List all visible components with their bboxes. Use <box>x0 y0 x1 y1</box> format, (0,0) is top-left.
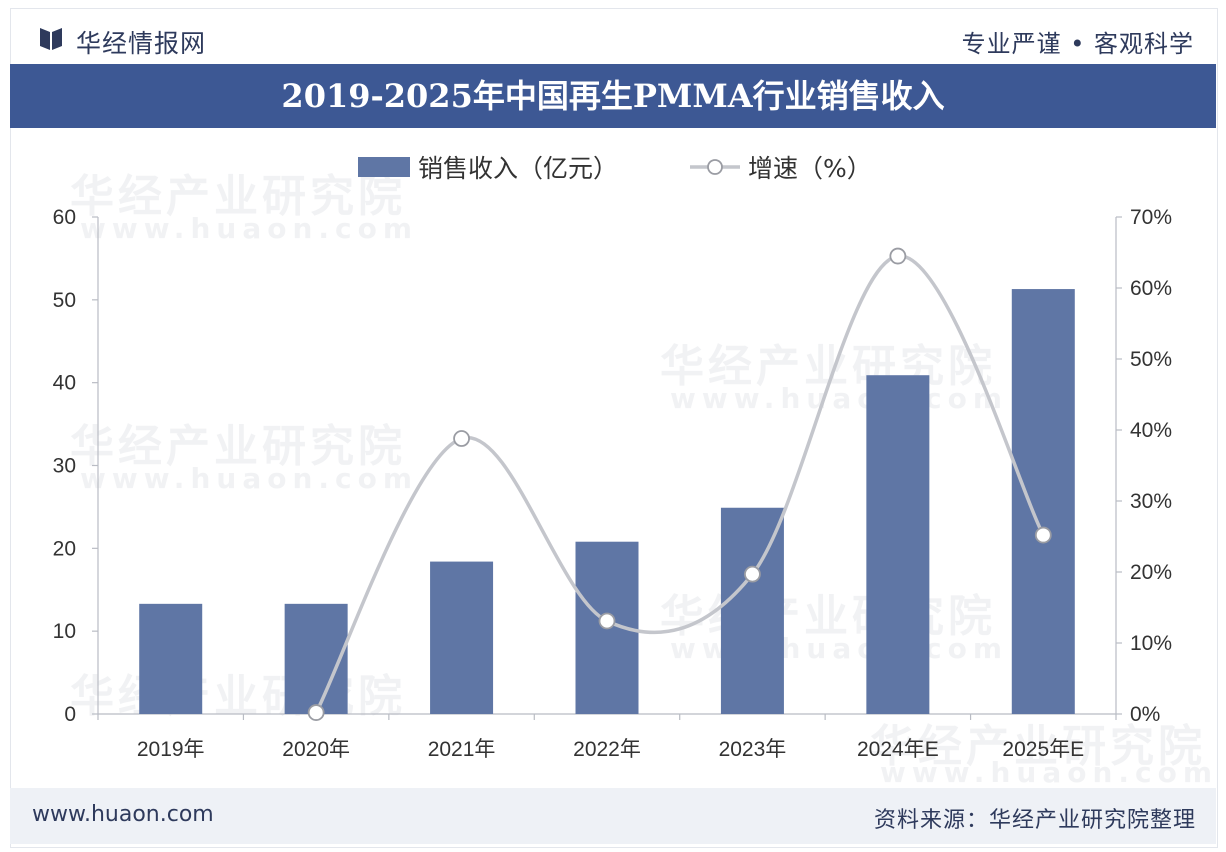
bar-2021年 <box>430 561 494 714</box>
x-tick-label: 2023年 <box>719 738 787 761</box>
x-tick-label: 2019年 <box>137 738 205 761</box>
growth-point <box>307 704 325 721</box>
y-left-tick-label: 20 <box>53 537 76 560</box>
growth-point <box>744 565 761 583</box>
y-left-tick-label: 0 <box>64 703 76 726</box>
legend-bar-swatch <box>358 157 410 177</box>
bar-2024年E <box>866 375 930 714</box>
legend-line-marker <box>707 159 723 175</box>
y-right-tick-label: 0% <box>1130 703 1160 726</box>
slogan: 专业严谨 • 客观科学 <box>961 30 1194 58</box>
y-left-tick-label: 50 <box>53 289 76 312</box>
bar-2020年 <box>284 603 348 714</box>
y-right-tick-label: 20% <box>1130 561 1172 584</box>
footer-website[interactable]: www.huaon.com <box>32 802 214 827</box>
x-tick-label: 2022年 <box>573 738 641 761</box>
y-left-tick-label: 40 <box>53 372 76 395</box>
growth-point <box>1034 526 1052 544</box>
footer-source: 资料来源：华经产业研究院整理 <box>873 808 1196 833</box>
y-left-tick-label: 60 <box>53 206 76 229</box>
x-tick-label: 2024年E <box>857 738 939 761</box>
growth-line <box>314 254 1045 714</box>
chart-svg: 0 10 20 30 40 50 60 0% 10% 20% 30% 40% 50% 60% 70% 2019… <box>53 154 1172 761</box>
legend-line-label: 增速（%） <box>748 154 872 183</box>
y-right-tick-label: 70% <box>1130 206 1172 229</box>
y-left-tick-label: 10 <box>53 620 76 643</box>
title-band: 2019-2025年中国再生PMMA行业销售收入 <box>10 64 1216 128</box>
header-bar: 华经情报网 专业严谨 • 客观科学 <box>10 12 1216 62</box>
x-tick-label: 2025年E <box>1002 738 1084 761</box>
footer-bar: www.huaon.com 资料来源：华经产业研究院整理 <box>10 788 1216 844</box>
y-right-tick-label: 10% <box>1130 632 1172 655</box>
chart-area: 0 10 20 30 40 50 60 0% 10% 20% 30% 40% 50% 60% 70% 2019… <box>0 130 1226 782</box>
bar-2025年E <box>1011 289 1075 714</box>
growth-point <box>889 247 907 265</box>
growth-point <box>598 612 616 630</box>
logo-icon <box>40 28 62 50</box>
legend-bar-label: 销售收入（亿元） <box>418 154 618 183</box>
brand-name: 华经情报网 <box>76 29 207 58</box>
bar-2019年 <box>139 603 203 714</box>
y-right-tick-label: 30% <box>1130 490 1172 513</box>
x-tick-label: 2021年 <box>428 738 496 761</box>
bar-2023年 <box>720 507 784 714</box>
growth-point <box>453 430 470 447</box>
y-left-tick-label: 30 <box>53 455 76 478</box>
chart-title: 2019-2025年中国再生PMMA行业销售收入 <box>281 77 945 115</box>
y-right-tick-label: 50% <box>1130 348 1172 371</box>
y-right-tick-label: 60% <box>1130 277 1172 300</box>
x-tick-label: 2020年 <box>282 738 350 761</box>
y-right-tick-label: 40% <box>1130 419 1172 442</box>
